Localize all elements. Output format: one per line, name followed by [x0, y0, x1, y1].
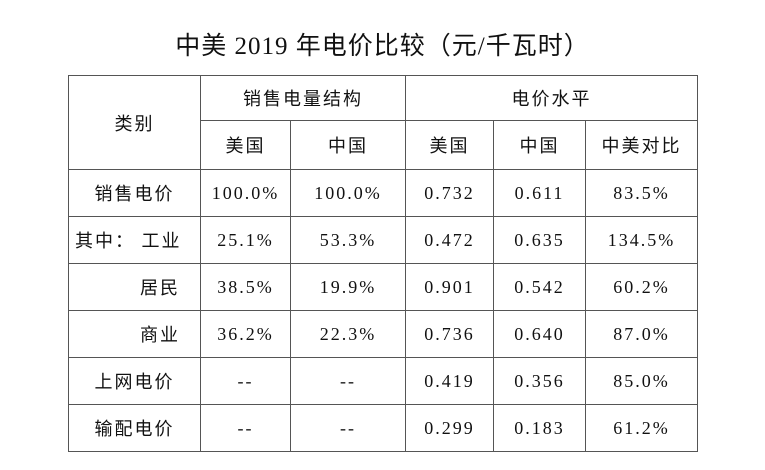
table-cell: 0.183: [493, 404, 586, 452]
header-cell: 中国: [290, 120, 406, 170]
header-cell: 美国: [200, 120, 291, 170]
header-cell: 中国: [493, 120, 586, 170]
table-cell: 60.2%: [585, 263, 698, 311]
table-cell: 85.0%: [585, 357, 698, 405]
table-body: 销售电价 100.0% 100.0% 0.732 0.611 83.5% 其中： 工业 25.…: [68, 169, 698, 452]
table-cell: --: [200, 357, 291, 405]
row-label: 其中： 工业: [68, 216, 201, 264]
table-row: 上网电价 -- -- 0.419 0.356 85.0%: [68, 357, 698, 405]
table-cell: 0.299: [405, 404, 494, 452]
table-cell: 61.2%: [585, 404, 698, 452]
table-cell: 134.5%: [585, 216, 698, 264]
table-cell: 0.472: [405, 216, 494, 264]
header-group: 电价水平: [405, 75, 698, 121]
row-label: 输配电价: [68, 404, 201, 452]
table-cell: 87.0%: [585, 310, 698, 358]
row-label: 上网电价: [68, 357, 201, 405]
table-cell: --: [200, 404, 291, 452]
table-title: 中美 2019 年电价比较（元/千瓦时）: [175, 33, 590, 60]
table-row: 商业 36.2% 22.3% 0.736 0.640 87.0%: [68, 310, 698, 358]
header-cell: 类别: [68, 75, 201, 170]
table-cell: 0.732: [405, 169, 494, 217]
table-cell: --: [290, 404, 406, 452]
table-cell: 0.419: [405, 357, 494, 405]
table-row: 输配电价 -- -- 0.299 0.183 61.2%: [68, 404, 698, 452]
row-label: 商业: [68, 310, 201, 358]
table-cell: 0.356: [493, 357, 586, 405]
header-row: 类别 销售电量结构 电价水平: [68, 75, 698, 170]
table-row: 其中： 工业 25.1% 53.3% 0.472 0.635 134.5%: [68, 216, 698, 264]
header-row: 美国 中国 美国 中国 中美对比: [69, 120, 698, 170]
price-table: 类别 销售电量结构 电价水平 美国 中国 美国 中国 中美对比 销售电价 100.…: [68, 75, 698, 452]
table-cell: 53.3%: [290, 216, 406, 264]
header-cell: 中美对比: [585, 120, 698, 170]
table-cell: 36.2%: [200, 310, 291, 358]
table-cell: 0.635: [493, 216, 586, 264]
table-cell: 100.0%: [290, 169, 406, 217]
table-cell: 22.3%: [290, 310, 406, 358]
header-group: 销售电量结构: [200, 75, 406, 121]
row-label: 居民: [68, 263, 201, 311]
table-cell: 0.901: [405, 263, 494, 311]
table-row: 居民 38.5% 19.9% 0.901 0.542 60.2%: [68, 263, 698, 311]
table-cell: --: [290, 357, 406, 405]
table-cell: 0.640: [493, 310, 586, 358]
table-cell: 0.611: [493, 169, 586, 217]
table-cell: 38.5%: [200, 263, 291, 311]
table-cell: 83.5%: [585, 169, 698, 217]
row-label: 销售电价: [68, 169, 201, 217]
table-cell: 0.542: [493, 263, 586, 311]
table-cell: 100.0%: [200, 169, 291, 217]
table-cell: 25.1%: [200, 216, 291, 264]
header-cell: 美国: [405, 120, 494, 170]
table-row: 销售电价 100.0% 100.0% 0.732 0.611 83.5%: [68, 169, 698, 217]
table-cell: 19.9%: [290, 263, 406, 311]
table-cell: 0.736: [405, 310, 494, 358]
